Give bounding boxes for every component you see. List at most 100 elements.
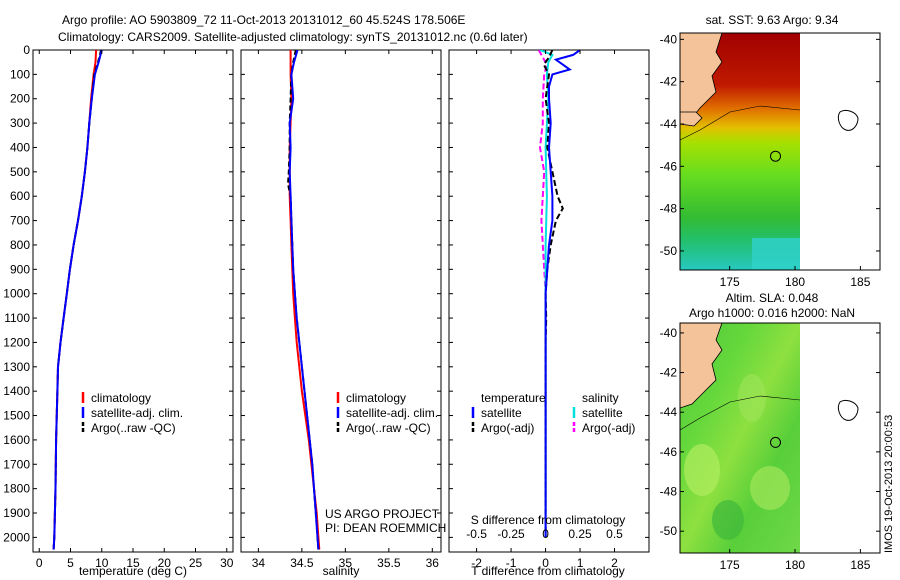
figure-title-line2: Climatology: CARS2009. Satellite-adjuste… — [58, 30, 528, 44]
imos-credit: IMOS 19-Oct-2013 20:00:53 — [883, 415, 895, 553]
legend-entry: climatology — [346, 391, 406, 405]
temperature-argo-line — [52, 50, 103, 550]
y-tick-label: 1200 — [3, 335, 30, 349]
sla-land — [679, 322, 723, 409]
s-difference-label: S difference from climatology — [471, 513, 626, 527]
y-tick-label: -50 — [660, 524, 678, 538]
sla-map-title: Altim. SLA: 0.048 — [726, 291, 819, 305]
x-tick-label: 10 — [95, 556, 109, 570]
salinity-xlabel: salinity — [323, 564, 360, 578]
y-tick-label: 1500 — [3, 409, 30, 423]
legend-entry: Argo(..raw -QC) — [346, 421, 431, 435]
x-tick-label: 2 — [611, 556, 618, 570]
y-tick-label: 1900 — [3, 506, 30, 520]
temperature-xlabel: temperature (deg C) — [79, 564, 187, 578]
x-tick-label: 35 — [339, 556, 353, 570]
y-tick-label: -46 — [660, 445, 678, 459]
argo-float-marker — [770, 150, 781, 162]
x-tick-label: 30 — [220, 556, 234, 570]
t-difference-xlabel: T difference from climatology — [471, 564, 625, 578]
sla-island — [837, 399, 859, 421]
difference-axes-frame — [448, 49, 650, 553]
sla-map-panel: Altim. SLA: 0.048 Argo h1000: 0.016 h200… — [660, 291, 881, 572]
x-tick-label: 180 — [785, 275, 805, 289]
sst-map-frame — [679, 32, 881, 271]
x-tick-label: 0 — [36, 556, 43, 570]
s-tick-label: -0.5 — [466, 527, 487, 541]
x-tick-label: 20 — [158, 556, 172, 570]
legend-entry: climatology — [91, 391, 151, 405]
legend-title-temperature: temperature — [481, 391, 546, 405]
temperature-axes-frame — [32, 49, 234, 553]
difference-t-satellite-line — [544, 50, 581, 538]
y-tick-label: 600 — [10, 189, 30, 203]
y-tick-label: 800 — [10, 238, 30, 252]
s-tick-label: 0 — [542, 527, 549, 541]
legend-entry: Argo(..raw -QC) — [91, 421, 176, 435]
sst-coast-contour — [679, 105, 801, 141]
sla-bright-blob — [684, 444, 720, 496]
difference-legend: temperature salinitysatelliteArgo(-adj)sa… — [471, 391, 635, 435]
s-tick-label: 0.5 — [606, 527, 623, 541]
legend-entry: satellite-adj. clim. — [346, 406, 438, 420]
y-tick-label: 1800 — [3, 482, 30, 496]
x-tick-label: -1 — [506, 556, 517, 570]
y-tick-label: -48 — [660, 202, 678, 216]
y-tick-label: 400 — [10, 140, 30, 154]
salinity-satellite-line — [288, 50, 320, 550]
salinity-axes-frame — [240, 49, 442, 553]
y-tick-label: -46 — [660, 159, 678, 173]
legend-entry: satellite-adj. clim. — [91, 406, 183, 420]
sla-map-frame — [679, 322, 881, 554]
y-tick-label: 900 — [10, 262, 30, 276]
legend-title-salinity: salinity — [582, 391, 619, 405]
y-tick-label: 200 — [10, 92, 30, 106]
y-tick-label: -42 — [660, 75, 678, 89]
sst-cyan-patch — [752, 238, 800, 270]
x-tick-label: 5 — [67, 556, 74, 570]
x-tick-label: 34.5 — [290, 556, 314, 570]
difference-panel: -2 -1 0 1 2 -0.5 -0.25 0 0.25 0.5 S difference fr… — [448, 49, 650, 578]
legend-entry: Argo(-adj) — [582, 421, 635, 435]
project-annotation: US ARGO PROJECT — [325, 507, 440, 521]
y-tick-label: -42 — [660, 366, 678, 380]
y-tick-label: 1000 — [3, 287, 30, 301]
y-tick-label: 1400 — [3, 384, 30, 398]
sla-dark-blob — [712, 500, 744, 540]
y-tick-label: 300 — [10, 116, 30, 130]
x-tick-label: 34 — [252, 556, 266, 570]
y-tick-label: 0 — [23, 43, 30, 57]
x-tick-label: -2 — [471, 556, 482, 570]
salinity-panel: 34 34.5 35 35.5 36 salinity climatologysatel… — [240, 49, 446, 578]
y-tick-label: -40 — [660, 326, 678, 340]
x-tick-label: 25 — [189, 556, 203, 570]
y-tick-label: -40 — [660, 32, 678, 46]
y-tick-label: 1100 — [4, 311, 30, 325]
y-tick-label: 700 — [10, 214, 30, 228]
temperature-panel: 0100200300400500600700800900100011001200… — [3, 43, 233, 578]
temperature-satellite-line — [52, 50, 103, 550]
y-tick-label: -48 — [660, 485, 678, 499]
legend-entry: Argo(-adj) — [481, 421, 534, 435]
s-tick-label: 0.25 — [568, 527, 592, 541]
sla-coast-contour — [679, 395, 801, 431]
sla-map-subtitle: Argo h1000: 0.016 h2000: NaN — [689, 306, 855, 320]
x-tick-label: 1 — [577, 556, 584, 570]
legend-entry: satellite — [481, 406, 522, 420]
y-tick-label: 2000 — [3, 530, 30, 544]
x-tick-label: 175 — [720, 275, 740, 289]
sst-island — [837, 109, 859, 131]
legend-entry: satellite — [582, 406, 623, 420]
pi-annotation: PI: DEAN ROEMMICH — [325, 521, 446, 535]
sla-bright-blob — [750, 466, 790, 510]
argo-float-marker — [770, 436, 781, 448]
sst-map-panel: sat. SST: 9.63 Argo: 9.34 -40 -42 -44 -46 -4… — [660, 13, 881, 289]
x-tick-label: 175 — [720, 558, 740, 572]
salinity-climatology-line — [288, 50, 321, 550]
y-tick-label: 1600 — [3, 433, 30, 447]
sla-bright-blob — [738, 374, 766, 422]
x-tick-label: 0 — [542, 556, 549, 570]
y-tick-label: 1300 — [3, 360, 30, 374]
